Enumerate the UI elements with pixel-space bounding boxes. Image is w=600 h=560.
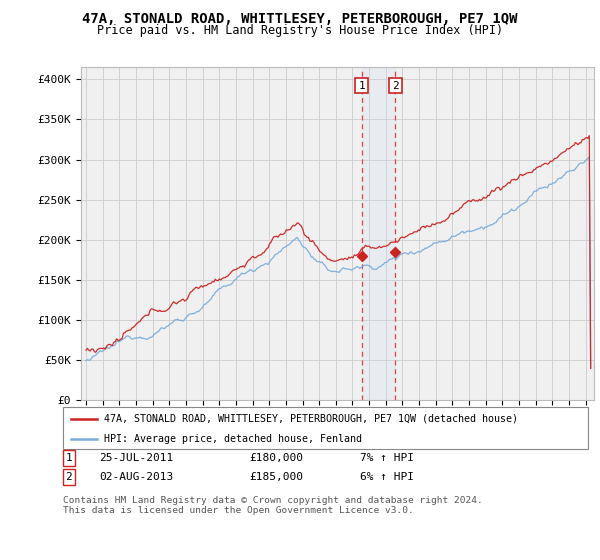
Text: 47A, STONALD ROAD, WHITTLESEY, PETERBOROUGH, PE7 1QW: 47A, STONALD ROAD, WHITTLESEY, PETERBORO… bbox=[82, 12, 518, 26]
Text: Contains HM Land Registry data © Crown copyright and database right 2024.
This d: Contains HM Land Registry data © Crown c… bbox=[63, 496, 483, 515]
Text: Price paid vs. HM Land Registry's House Price Index (HPI): Price paid vs. HM Land Registry's House … bbox=[97, 24, 503, 36]
Text: 2: 2 bbox=[392, 81, 399, 91]
Text: £185,000: £185,000 bbox=[249, 472, 303, 482]
Text: 6% ↑ HPI: 6% ↑ HPI bbox=[360, 472, 414, 482]
Text: 1: 1 bbox=[358, 81, 365, 91]
Text: £180,000: £180,000 bbox=[249, 453, 303, 463]
Text: HPI: Average price, detached house, Fenland: HPI: Average price, detached house, Fenl… bbox=[104, 433, 362, 444]
Text: 47A, STONALD ROAD, WHITTLESEY, PETERBOROUGH, PE7 1QW (detached house): 47A, STONALD ROAD, WHITTLESEY, PETERBORO… bbox=[104, 414, 518, 424]
Text: 02-AUG-2013: 02-AUG-2013 bbox=[99, 472, 173, 482]
Text: 2: 2 bbox=[65, 472, 73, 482]
FancyBboxPatch shape bbox=[63, 407, 588, 449]
Text: 7% ↑ HPI: 7% ↑ HPI bbox=[360, 453, 414, 463]
Text: 25-JUL-2011: 25-JUL-2011 bbox=[99, 453, 173, 463]
Bar bbox=[362, 67, 395, 400]
Text: 1: 1 bbox=[65, 453, 73, 463]
